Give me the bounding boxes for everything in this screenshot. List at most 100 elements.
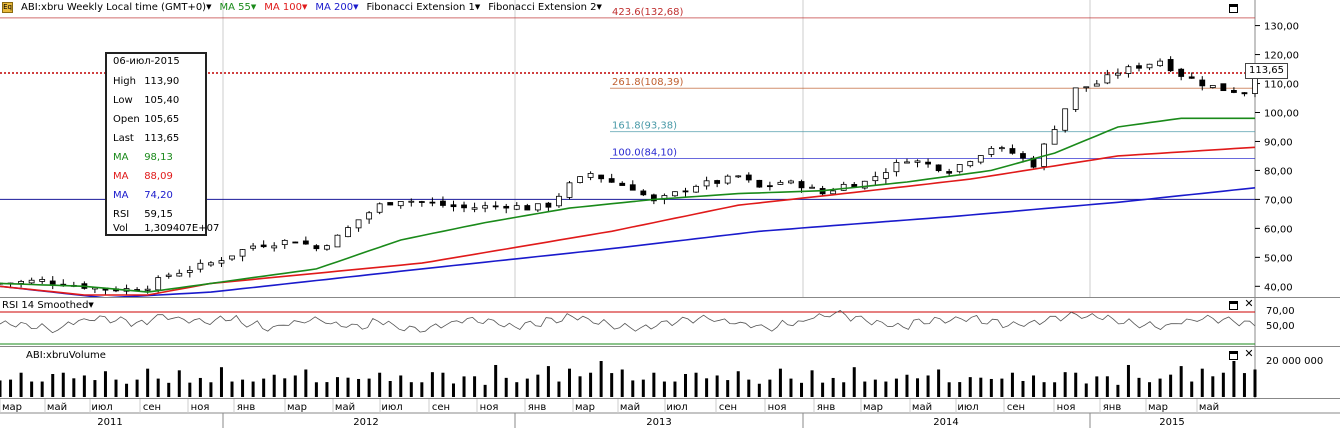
rsi-title[interactable]: RSI 14 Smoothed▼ [2, 300, 94, 311]
volume-bar [652, 372, 656, 397]
price-tick-label: 50,00 [1264, 253, 1293, 264]
month-label: янв [1103, 402, 1122, 413]
candle-body [830, 190, 837, 195]
volume-bar [114, 379, 118, 397]
volume-bar [51, 374, 55, 397]
candle-body [144, 288, 151, 291]
candle-body [1209, 85, 1216, 88]
volume-bar [905, 374, 909, 397]
candle-body [840, 183, 847, 191]
candle-body [345, 227, 351, 238]
candle-body [1051, 129, 1058, 145]
current-price-tag: 113,65 [1245, 63, 1288, 79]
volume-bar [441, 372, 445, 397]
volume-bar [842, 382, 846, 397]
volume-bar [494, 364, 498, 397]
volume-bar [61, 372, 65, 397]
ma200-line [0, 187, 1256, 297]
candle-body [872, 176, 879, 182]
candle-body [418, 201, 425, 203]
volume-title: ABI:xbruVolume [26, 350, 106, 361]
chevron-down-icon: ▼ [301, 3, 308, 11]
volume-bar [979, 377, 983, 397]
rsi-axis-bg [1255, 298, 1340, 346]
candle-body [155, 277, 162, 291]
volume-bar [1179, 366, 1183, 397]
candle-body [524, 205, 531, 211]
maximize-icon[interactable] [1229, 4, 1238, 13]
volume-bar [1010, 372, 1014, 397]
month-label: сен [143, 402, 161, 413]
candle-body [239, 249, 246, 257]
volume-axis-bg [1255, 347, 1340, 398]
candle-body [324, 245, 330, 250]
ma55-dropdown[interactable]: MA 55▼ [219, 2, 256, 13]
info-ma55: MA 98,13 [113, 152, 173, 163]
time-axis: мар май июл сен ноя янв мар май июл сен ноя янв мар м… [0, 398, 1340, 428]
volume-bar [156, 378, 160, 397]
close-icon[interactable]: ✕ [1244, 347, 1254, 360]
candle-body [376, 203, 383, 213]
volume-bar [293, 375, 297, 397]
volume-bar [1190, 381, 1194, 397]
candle-body [798, 181, 805, 189]
candle-body [1020, 153, 1026, 159]
rsi-tick-70: 70,00 [1266, 306, 1295, 317]
maximize-icon[interactable] [1229, 301, 1238, 310]
candle-body [851, 184, 858, 188]
candle-body [165, 274, 172, 277]
price-pane[interactable]: 130,00 120,00 110,00 100,00 90,00 80,00 70,00 6… [0, 0, 1340, 297]
month-label: мар [2, 402, 22, 413]
maximize-icon[interactable] [1229, 351, 1238, 360]
candle-body [313, 245, 320, 250]
volume-bar [1042, 382, 1046, 397]
ohlc-info-box[interactable]: 06-июл-2015 High 113,90 Low 105,40 Open … [105, 52, 219, 236]
rsi-chart[interactable] [0, 298, 1340, 346]
volume-bar [325, 382, 329, 397]
close-icon[interactable]: ✕ [1244, 297, 1254, 310]
candle-body [672, 191, 678, 197]
candle-body [556, 195, 562, 207]
candle-body [956, 164, 963, 173]
candle-body [271, 245, 278, 249]
candle-body [882, 172, 889, 179]
candle-body [1241, 92, 1248, 95]
price-tick-label: 130,00 [1264, 22, 1299, 33]
candle-body [735, 175, 742, 178]
candle-body [809, 186, 815, 189]
candle-body [904, 161, 910, 164]
chevron-down-icon: ▼ [596, 3, 602, 11]
fib2-label: Fibonacci Extension 2 [488, 2, 597, 13]
price-chart[interactable]: 130,00 120,00 110,00 100,00 90,00 80,00 70,00 6… [0, 0, 1340, 297]
ma100-dropdown[interactable]: MA 100▼ [264, 2, 307, 13]
ma200-dropdown[interactable]: MA 200▼ [315, 2, 358, 13]
symbol-dropdown[interactable]: ABI:xbru Weekly Local time (GMT+0)▼ [21, 2, 211, 13]
volume-bar [631, 380, 635, 397]
fib1-dropdown[interactable]: Fibonacci Extension 1▼ [367, 2, 481, 13]
candle-body [334, 234, 341, 248]
volume-bar [662, 381, 666, 397]
candle-body [302, 240, 309, 245]
volume-bar [620, 369, 624, 397]
chart-app-icon[interactable]: Eq [2, 2, 13, 13]
price-tick-label: 70,00 [1264, 195, 1293, 206]
candle-body [629, 184, 636, 191]
fib2-dropdown[interactable]: Fibonacci Extension 2▼ [488, 2, 602, 13]
volume-bar [272, 374, 276, 397]
volume-bar [778, 368, 782, 397]
candle-body [608, 178, 615, 183]
volume-chart[interactable] [0, 347, 1340, 398]
rsi-pane[interactable]: RSI 14 Smoothed▼ ✕ 70,00 50,00 [0, 297, 1340, 346]
volume-pane[interactable]: ABI:xbruVolume ✕ 20 000 000 [0, 346, 1340, 398]
volume-bar [462, 376, 466, 397]
volume-bar [610, 373, 614, 397]
fib-level-label: 161.8(93,38) [612, 121, 677, 132]
month-label: июл [381, 402, 402, 413]
candle-body [977, 155, 984, 163]
candle-body [946, 171, 953, 174]
volume-bar [715, 375, 719, 397]
candle-body [292, 241, 299, 244]
candle-body [714, 180, 721, 184]
volume-bar [894, 378, 898, 397]
price-tick-label: 110,00 [1264, 80, 1299, 91]
